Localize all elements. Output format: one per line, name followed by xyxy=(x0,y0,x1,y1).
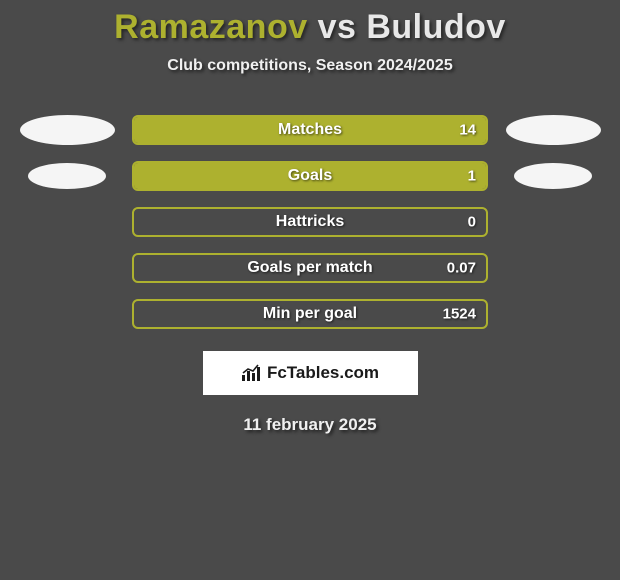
left-oval-slot xyxy=(12,115,122,145)
right-oval-slot xyxy=(498,253,608,283)
stat-bar: Hattricks 0 xyxy=(132,207,488,237)
right-oval-slot xyxy=(498,115,608,145)
stat-label: Hattricks xyxy=(276,213,344,231)
comparison-container: Ramazanov vs Buludov Club competitions, … xyxy=(0,0,620,435)
logo-text: FcTables.com xyxy=(267,363,379,383)
stat-bar: Goals per match 0.07 xyxy=(132,253,488,283)
stat-rows: Matches 14 Goals 1 Hattricks 0 Goals per match… xyxy=(0,115,620,329)
right-oval xyxy=(506,115,601,145)
stat-bar: Goals 1 xyxy=(132,161,488,191)
stat-row: Min per goal 1524 xyxy=(12,299,608,329)
fctables-logo: FcTables.com xyxy=(203,351,418,395)
stat-label: Goals xyxy=(288,167,332,185)
stat-row: Matches 14 xyxy=(12,115,608,145)
page-title: Ramazanov vs Buludov xyxy=(0,8,620,47)
stat-value: 0 xyxy=(468,214,476,231)
stat-value: 14 xyxy=(459,122,476,139)
player2-name: Buludov xyxy=(366,8,505,46)
left-oval-slot xyxy=(12,207,122,237)
stat-value: 1524 xyxy=(443,306,476,323)
stat-label: Matches xyxy=(278,121,342,139)
stat-bar: Min per goal 1524 xyxy=(132,299,488,329)
left-oval xyxy=(20,115,115,145)
left-oval-slot xyxy=(12,299,122,329)
left-oval-slot xyxy=(12,253,122,283)
stat-row: Goals 1 xyxy=(12,161,608,191)
left-oval xyxy=(28,163,106,189)
date-label: 11 february 2025 xyxy=(0,415,620,435)
stat-value: 0.07 xyxy=(447,260,476,277)
left-oval-slot xyxy=(12,161,122,191)
vs-separator: vs xyxy=(318,8,357,46)
right-oval-slot xyxy=(498,161,608,191)
stat-row: Goals per match 0.07 xyxy=(12,253,608,283)
right-oval-slot xyxy=(498,207,608,237)
stat-row: Hattricks 0 xyxy=(12,207,608,237)
stat-label: Goals per match xyxy=(247,259,372,277)
stat-bar: Matches 14 xyxy=(132,115,488,145)
stat-label: Min per goal xyxy=(263,305,357,323)
subtitle: Club competitions, Season 2024/2025 xyxy=(0,57,620,75)
player1-name: Ramazanov xyxy=(114,8,307,46)
stat-value: 1 xyxy=(468,168,476,185)
right-oval-slot xyxy=(498,299,608,329)
right-oval xyxy=(514,163,592,189)
chart-icon xyxy=(241,364,261,382)
